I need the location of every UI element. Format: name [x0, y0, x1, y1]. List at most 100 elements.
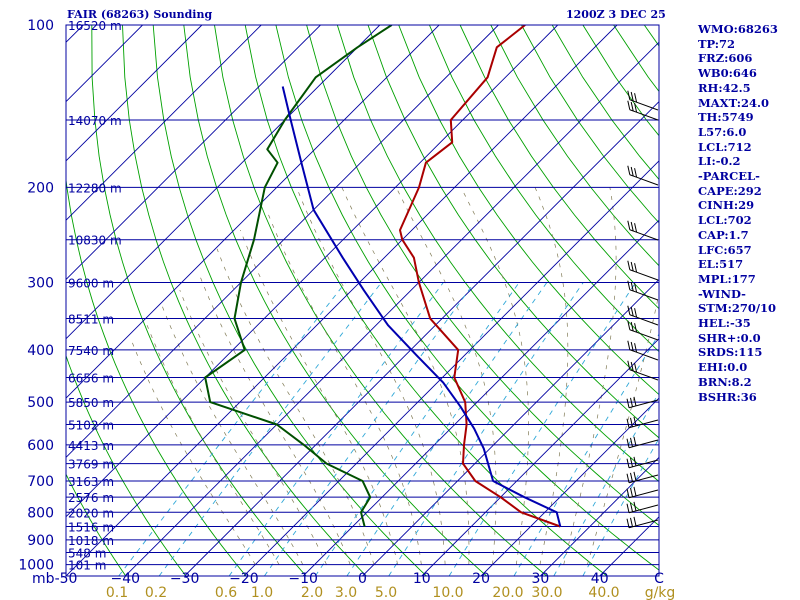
height-label: 5850 m	[68, 396, 114, 410]
wind-barb-flag	[630, 472, 633, 482]
wind-barb-flag	[630, 221, 634, 232]
wind-barb-flag	[630, 437, 633, 447]
wind-barb-flag	[630, 502, 633, 512]
isotherm-line	[66, 25, 559, 518]
wind-barb-flag	[634, 283, 638, 293]
index-item: TH:5749	[698, 110, 754, 125]
wind-barb-flag	[634, 343, 638, 353]
index-item: EHI:0.0	[698, 360, 748, 375]
isotherm-line	[302, 219, 659, 576]
temperature-tick-label: −30	[170, 571, 200, 587]
wind-barb	[628, 474, 659, 484]
wind-barb-flag	[626, 418, 630, 428]
temperature-tick-label: 0	[358, 571, 367, 587]
wind-barb-flag	[630, 166, 634, 177]
dry-adiabat-line	[336, 25, 659, 483]
index-item: WB0:646	[698, 66, 757, 81]
mixing-ratio-line	[346, 282, 548, 576]
wind-barb	[629, 229, 659, 241]
mixing-ratio-line	[513, 333, 659, 576]
wind-barb	[629, 289, 659, 301]
index-item: L57:6.0	[698, 124, 747, 139]
wind-barb-flag	[627, 90, 631, 100]
pressure-tick-label: 900	[27, 533, 54, 549]
wind-barb-flag	[627, 280, 631, 290]
index-item: MPL:177	[698, 271, 756, 286]
isotherm-line	[66, 25, 499, 459]
wind-barb-flag	[627, 260, 631, 270]
wind-barb-flag	[633, 516, 637, 527]
dewpoint-line	[204, 25, 393, 527]
wind-barb-flag	[627, 100, 631, 110]
index-item: LCL:712	[698, 139, 752, 154]
index-item: -PARCEL-	[698, 169, 760, 184]
moist-adiabat-line	[395, 187, 497, 565]
dry-adiabat-line	[244, 25, 608, 576]
mixing-ratio-label: 3.0	[335, 585, 357, 600]
height-label: 9600 m	[68, 276, 114, 290]
wind-barb-flag	[633, 436, 637, 447]
wind-barb-flag	[630, 417, 633, 427]
temperature-tick-label: 10	[413, 571, 431, 587]
mixing-ratio-label: 30.0	[531, 585, 562, 600]
temperature-tick-label: 30	[531, 571, 549, 587]
height-label: 1516 m	[68, 520, 114, 534]
wind-barb-flag	[634, 223, 638, 233]
moist-adiabat-line	[216, 248, 375, 565]
mixing-ratio-label: 1.0	[251, 585, 273, 600]
index-item: CAP:1.7	[698, 227, 749, 242]
wind-barb-flag	[630, 306, 634, 317]
wind-barb-flag	[630, 91, 634, 102]
temperature-tick-label: −40	[111, 571, 141, 587]
station-title: FAIR (68263) Sounding	[67, 8, 212, 21]
wind-barb	[628, 399, 659, 409]
wind-barb-flag	[626, 438, 630, 448]
isotherm-line	[66, 25, 618, 576]
plot-frame	[65, 24, 660, 577]
dry-adiabat-line	[152, 25, 427, 576]
wind-barb-flag	[626, 473, 630, 483]
temperature-tick-label: -50	[55, 571, 78, 587]
dry-adiabat-line	[66, 354, 187, 576]
pressure-tick-label: 300	[27, 275, 54, 291]
wind-barb-flag	[634, 323, 638, 333]
moist-adiabat-line	[130, 337, 256, 565]
wind-barb-flag	[630, 361, 634, 372]
index-item: SRDS:115	[698, 345, 763, 360]
wind-barb	[628, 459, 659, 469]
pressure-unit-label: mb	[32, 571, 55, 587]
dry-adiabat-line	[306, 25, 659, 527]
height-label: 3163 m	[68, 475, 114, 489]
index-item: BRN:8.2	[698, 374, 752, 389]
dry-adiabat-line	[490, 25, 659, 267]
wind-barb-flag	[634, 168, 638, 178]
isotherm-line	[124, 41, 659, 576]
wind-barb-flag	[630, 341, 634, 352]
index-item: STM:270/10	[698, 301, 777, 316]
mixing-ratio-unit-label: g/kg	[645, 585, 676, 600]
temperature-tick-label: −20	[229, 571, 259, 587]
index-item: LCL:702	[698, 213, 752, 228]
mixing-ratio-line	[264, 282, 475, 576]
wind-barb-flag	[630, 517, 633, 527]
wind-barb	[628, 419, 659, 429]
isotherm-line	[66, 25, 440, 399]
index-item: RH:42.5	[698, 80, 751, 95]
moist-adiabat-line	[146, 325, 280, 565]
index-item: LI:-0.2	[698, 154, 741, 169]
index-item: FRZ:606	[698, 51, 753, 66]
index-item: MAXT:24.0	[698, 95, 769, 110]
index-item: CAPE:292	[698, 183, 762, 198]
wind-barb-flag	[627, 320, 631, 330]
height-label: 2576 m	[68, 491, 114, 505]
mixing-ratio-label: 2.0	[301, 585, 323, 600]
wind-barb	[629, 99, 659, 111]
wind-barb-flag	[627, 360, 631, 370]
wind-barb	[629, 174, 659, 186]
wind-barb-flag	[630, 281, 634, 292]
temperature-line	[399, 25, 561, 528]
wind-barb-flag	[633, 486, 637, 497]
height-label: 6656 m	[68, 371, 114, 385]
height-label: 12280 m	[68, 181, 122, 195]
dry-adiabat-line	[122, 25, 367, 576]
